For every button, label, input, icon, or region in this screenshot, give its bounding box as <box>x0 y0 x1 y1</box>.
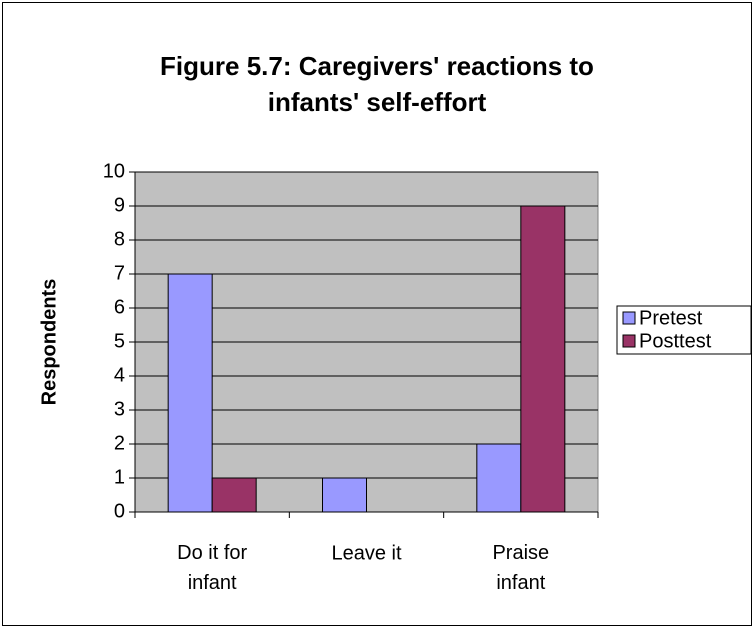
y-tick-label: 9 <box>114 194 125 216</box>
legend-label: Posttest <box>639 330 712 352</box>
x-tick-label: Leave it <box>331 542 401 564</box>
chart-title: infants' self-effort <box>268 87 487 117</box>
y-tick-label: 0 <box>114 500 125 522</box>
y-tick-label: 6 <box>114 296 125 318</box>
y-tick-label: 1 <box>114 466 125 488</box>
legend-label: Pretest <box>639 307 703 329</box>
bar <box>476 443 522 513</box>
y-tick-label: 10 <box>103 160 125 182</box>
chart-title: Figure 5.7: Caregivers' reactions to <box>160 51 594 81</box>
bar <box>211 477 257 513</box>
x-tick-label: Praise infant <box>492 542 549 594</box>
y-tick-label: 3 <box>114 398 125 420</box>
bar <box>520 205 566 513</box>
y-axis-label: Respondents <box>38 279 60 406</box>
legend-swatch <box>622 311 636 325</box>
y-tick-label: 2 <box>114 432 125 454</box>
bar <box>322 477 367 513</box>
y-tick-label: 7 <box>114 262 125 284</box>
bar <box>167 273 213 513</box>
y-tick-label: 8 <box>114 228 125 250</box>
y-tick-label: 5 <box>114 330 125 352</box>
legend-box <box>616 305 752 355</box>
y-tick-label: 4 <box>114 364 125 386</box>
x-tick-label: Do it for infant <box>177 542 247 594</box>
legend-swatch <box>622 334 636 348</box>
